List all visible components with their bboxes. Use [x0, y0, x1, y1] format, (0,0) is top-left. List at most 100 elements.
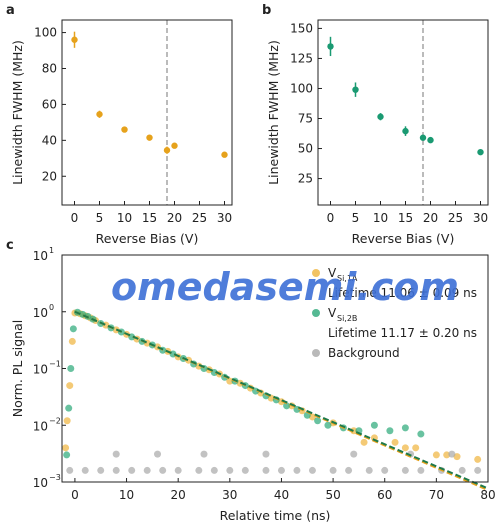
point [350, 450, 358, 458]
y-tick-exponent: −2 [49, 416, 61, 425]
point [146, 134, 153, 141]
point [68, 337, 76, 345]
y-tick-label: 10 [33, 419, 48, 433]
x-tick-label: 10 [119, 488, 134, 502]
x-tick-label: 0 [327, 211, 335, 225]
x-tick-label: 80 [480, 488, 495, 502]
x-axis-label: Reverse Bias (V) [96, 231, 199, 246]
fit-line [74, 310, 489, 490]
x-tick-label: 50 [325, 488, 340, 502]
y-axis-label: Norm. PL signal [10, 320, 25, 418]
point [386, 427, 394, 435]
legend-lifetime: Lifetime 11.17 ± 0.20 ns [328, 326, 477, 340]
x-tick-label: 0 [71, 488, 79, 502]
panel-label: a [6, 3, 15, 18]
point [97, 466, 105, 474]
plot-frame [317, 19, 489, 206]
x-tick-label: 25 [192, 211, 207, 225]
point [345, 466, 353, 474]
point [402, 127, 409, 135]
y-tick-exponent: 0 [49, 303, 54, 312]
y-tick-label: 60 [42, 97, 57, 111]
legend-lifetime: Lifetime 11.06 ± 0.09 ns [328, 286, 477, 300]
point [163, 147, 171, 154]
point [365, 466, 373, 474]
y-tick-exponent: 1 [49, 246, 54, 255]
legend-marker [312, 269, 320, 277]
point [314, 417, 322, 425]
point [427, 136, 434, 144]
y-tick-label: 10 [33, 363, 48, 377]
point [221, 151, 228, 158]
point [112, 450, 120, 458]
point [81, 466, 89, 474]
point [283, 402, 291, 410]
plot-frame [61, 254, 489, 483]
plot-frame [61, 19, 233, 206]
legend-label: V [328, 266, 337, 280]
point [174, 466, 182, 474]
point [477, 148, 484, 156]
y-tick-label: 25 [298, 172, 313, 186]
point [159, 466, 167, 474]
point [327, 43, 334, 50]
legend-subscript: Si,2B [337, 314, 357, 323]
x-tick-label: 0 [71, 211, 79, 225]
y-tick-label: 100 [34, 26, 57, 40]
y-tick-label: 50 [298, 142, 313, 156]
y-tick-exponent: −1 [49, 360, 61, 369]
point [360, 438, 368, 446]
x-tick-label: 5 [96, 211, 104, 225]
point [417, 430, 425, 438]
panel-label: c [6, 238, 14, 253]
x-tick-label: 20 [423, 211, 438, 225]
panel-label: b [262, 3, 271, 18]
point [277, 466, 285, 474]
point [419, 134, 427, 141]
watermark: omedasemi.com [111, 265, 459, 309]
x-tick-label: 40 [274, 488, 289, 502]
point [391, 438, 399, 446]
point [308, 466, 316, 474]
x-tick-label: 10 [373, 211, 388, 225]
legend-marker [312, 309, 320, 317]
point [63, 417, 71, 425]
x-tick-label: 30 [473, 211, 488, 225]
point [352, 86, 359, 93]
point [262, 466, 270, 474]
y-tick-label: 75 [298, 112, 313, 126]
point [226, 377, 234, 385]
y-tick-label: 80 [42, 61, 57, 75]
point [226, 466, 234, 474]
point [458, 466, 466, 474]
y-tick-label: 40 [42, 133, 57, 147]
legend-subscript: Si,1A [337, 274, 358, 283]
y-tick-label: 100 [290, 81, 313, 95]
point [96, 111, 103, 118]
point [377, 113, 384, 120]
point [401, 424, 409, 432]
point [195, 466, 203, 474]
point [370, 421, 378, 429]
point [293, 466, 301, 474]
y-tick-exponent: −3 [49, 473, 61, 482]
point [128, 466, 136, 474]
point [262, 450, 270, 458]
point [241, 466, 249, 474]
point [71, 36, 78, 43]
point [329, 466, 337, 474]
point [62, 444, 70, 452]
x-tick-label: 30 [217, 211, 232, 225]
point [432, 451, 440, 459]
x-tick-label: 10 [117, 211, 132, 225]
x-tick-label: 15 [142, 211, 157, 225]
point [417, 466, 425, 474]
point [143, 466, 151, 474]
y-tick-label: 10 [33, 476, 48, 490]
point [443, 451, 451, 459]
point [66, 466, 74, 474]
point [401, 466, 409, 474]
y-tick-label: 125 [290, 51, 313, 65]
point [63, 451, 71, 459]
